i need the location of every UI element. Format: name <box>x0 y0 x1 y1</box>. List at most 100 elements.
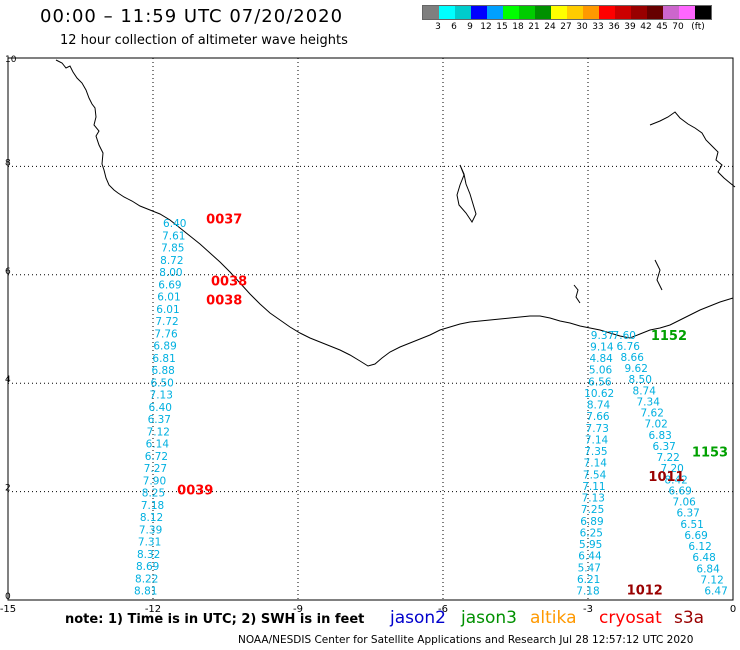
mission-s3a: s3a <box>674 608 705 628</box>
x-tick-label: 0 <box>730 604 736 615</box>
wave-height-label: 7.76 <box>154 328 178 340</box>
mission-altika: altika <box>530 608 577 628</box>
wave-height-label: 7.34 <box>637 396 661 408</box>
units-note: note: 1) Time is in UTC; 2) SWH is in fe… <box>65 612 365 627</box>
colorbar-swatch <box>599 6 615 19</box>
wave-height-label: 7.31 <box>138 537 161 549</box>
wave-height-label: 6.21 <box>577 574 600 586</box>
colorbar-swatch <box>471 6 487 19</box>
colorbar-label: 39 <box>624 22 636 32</box>
pass-time-label: 1011 <box>648 470 684 485</box>
mission-cryosat: cryosat <box>599 608 662 628</box>
wave-height-label: 7.72 <box>155 316 178 328</box>
wave-height-label: 6.37 <box>676 508 699 520</box>
wave-height-label: 7.13 <box>150 390 173 402</box>
wave-height-label: 7.06 <box>672 497 696 509</box>
wave-height-label: 6.76 <box>617 341 641 353</box>
wave-height-label: 6.47 <box>704 586 727 598</box>
wave-height-label: 6.69 <box>684 530 707 542</box>
wave-height-label: 9.62 <box>625 363 648 375</box>
wave-height-label: 6.37 <box>652 441 675 453</box>
wave-height-label: 7.18 <box>576 586 599 598</box>
wave-height-label: 8.81 <box>134 586 157 598</box>
wave-height-label: 7.60 <box>613 330 636 342</box>
wave-height-label: 7.39 <box>139 524 162 536</box>
pass-time-label: 0038 <box>206 294 242 309</box>
lake-volta <box>456 164 477 223</box>
colorbar-labels: 3 6 9 12 15 18 21 24 27 30 33 36 39 42 45 70 (ft) <box>422 20 712 34</box>
colorbar-swatch <box>631 6 647 19</box>
wave-height-label: 8.25 <box>142 488 165 500</box>
colorbar-label: 18 <box>512 22 524 32</box>
wave-height-label: 6.56 <box>588 376 612 388</box>
wave-height-label: 8.72 <box>160 255 183 267</box>
wave-height-label: 8.50 <box>629 374 652 386</box>
colorbar-label: 12 <box>480 22 492 32</box>
wave-height-label: 6.50 <box>150 377 173 389</box>
y-tick-label: 10 <box>5 55 17 65</box>
x-tick-label: -3 <box>583 604 593 615</box>
colorbar-swatch <box>663 6 679 19</box>
colorbar-label: 33 <box>592 22 604 32</box>
wave-height-label: 10.62 <box>584 388 614 400</box>
wave-height-label: 8.12 <box>140 512 163 524</box>
x-tick-label: -9 <box>293 604 303 615</box>
colorbar-swatches <box>422 5 712 20</box>
wave-height-label: 7.11 <box>582 481 605 493</box>
colorbar-label: 42 <box>640 22 652 32</box>
wave-height-label: 6.14 <box>146 439 170 451</box>
colorbar-swatch <box>679 6 695 19</box>
wave-height-label: 6.25 <box>580 527 603 539</box>
wave-height-label: 6.37 <box>148 414 171 426</box>
wave-height-label: 7.90 <box>143 475 166 487</box>
wave-height-label: 7.73 <box>586 423 609 435</box>
wave-height-label: 7.13 <box>582 493 605 505</box>
map-frame <box>7 57 734 601</box>
colorbar-label: 45 <box>656 22 668 32</box>
wave-height-label: 8.00 <box>159 267 182 279</box>
altimeter-tracks: 6.407.617.858.728.006.696.016.017.727.76… <box>134 218 728 597</box>
x-tick-label: -15 <box>0 604 16 615</box>
wave-height-label: 7.25 <box>581 504 604 516</box>
wave-height-label: 6.89 <box>153 341 176 353</box>
colorbar-swatch <box>647 6 663 19</box>
wave-height-colorbar: 3 6 9 12 15 18 21 24 27 30 33 36 39 42 45 70 (ft) <box>422 5 712 34</box>
wave-height-label: 7.22 <box>656 452 679 464</box>
colorbar-label: 70 <box>672 22 684 32</box>
colorbar-swatch <box>423 6 439 19</box>
y-tick-label: 2 <box>5 484 11 494</box>
wave-height-label: 7.12 <box>700 574 723 586</box>
colorbar-label: 24 <box>544 22 556 32</box>
wave-height-label: 6.84 <box>696 563 720 575</box>
x-tick-label: -6 <box>438 604 448 615</box>
colorbar-label: 36 <box>608 22 620 32</box>
colorbar-swatch <box>503 6 519 19</box>
wave-height-label: 8.74 <box>633 385 657 397</box>
river-eastern <box>654 259 663 291</box>
wave-height-label: 8.42 <box>664 474 687 486</box>
pass-time-labels: 0037 0038 0038 0039 1152 1153 1011 1012 <box>177 212 728 598</box>
wave-height-label: 7.14 <box>585 434 609 446</box>
wave-height-label: 7.54 <box>583 469 607 481</box>
wave-height-label: 6.83 <box>648 430 671 442</box>
colorbar-swatch <box>519 6 535 19</box>
river-mouth <box>573 284 581 304</box>
colorbar-swatch <box>615 6 631 19</box>
colorbar-swatch <box>439 6 455 19</box>
wave-height-label: 4.84 <box>589 353 613 365</box>
coastline <box>55 59 736 367</box>
coastline-east-inland <box>649 111 736 188</box>
pass-time-label: 0037 <box>206 212 242 227</box>
coastline-west-africa <box>55 59 734 367</box>
credit-footer: NOAA/NESDIS Center for Satellite Applica… <box>238 634 694 646</box>
wave-height-label: 7.20 <box>660 463 683 475</box>
y-tick-label: 6 <box>5 267 11 277</box>
wave-height-label: 5.95 <box>579 539 602 551</box>
wave-height-label: 6.48 <box>692 552 715 564</box>
wave-height-label: 8.22 <box>135 573 158 585</box>
wave-height-label: 6.01 <box>156 304 179 316</box>
pass-time-label: 1152 <box>651 329 687 344</box>
colorbar-swatch <box>455 6 471 19</box>
wave-height-label: 7.35 <box>584 446 607 458</box>
wave-height-label: 8.32 <box>137 549 160 561</box>
